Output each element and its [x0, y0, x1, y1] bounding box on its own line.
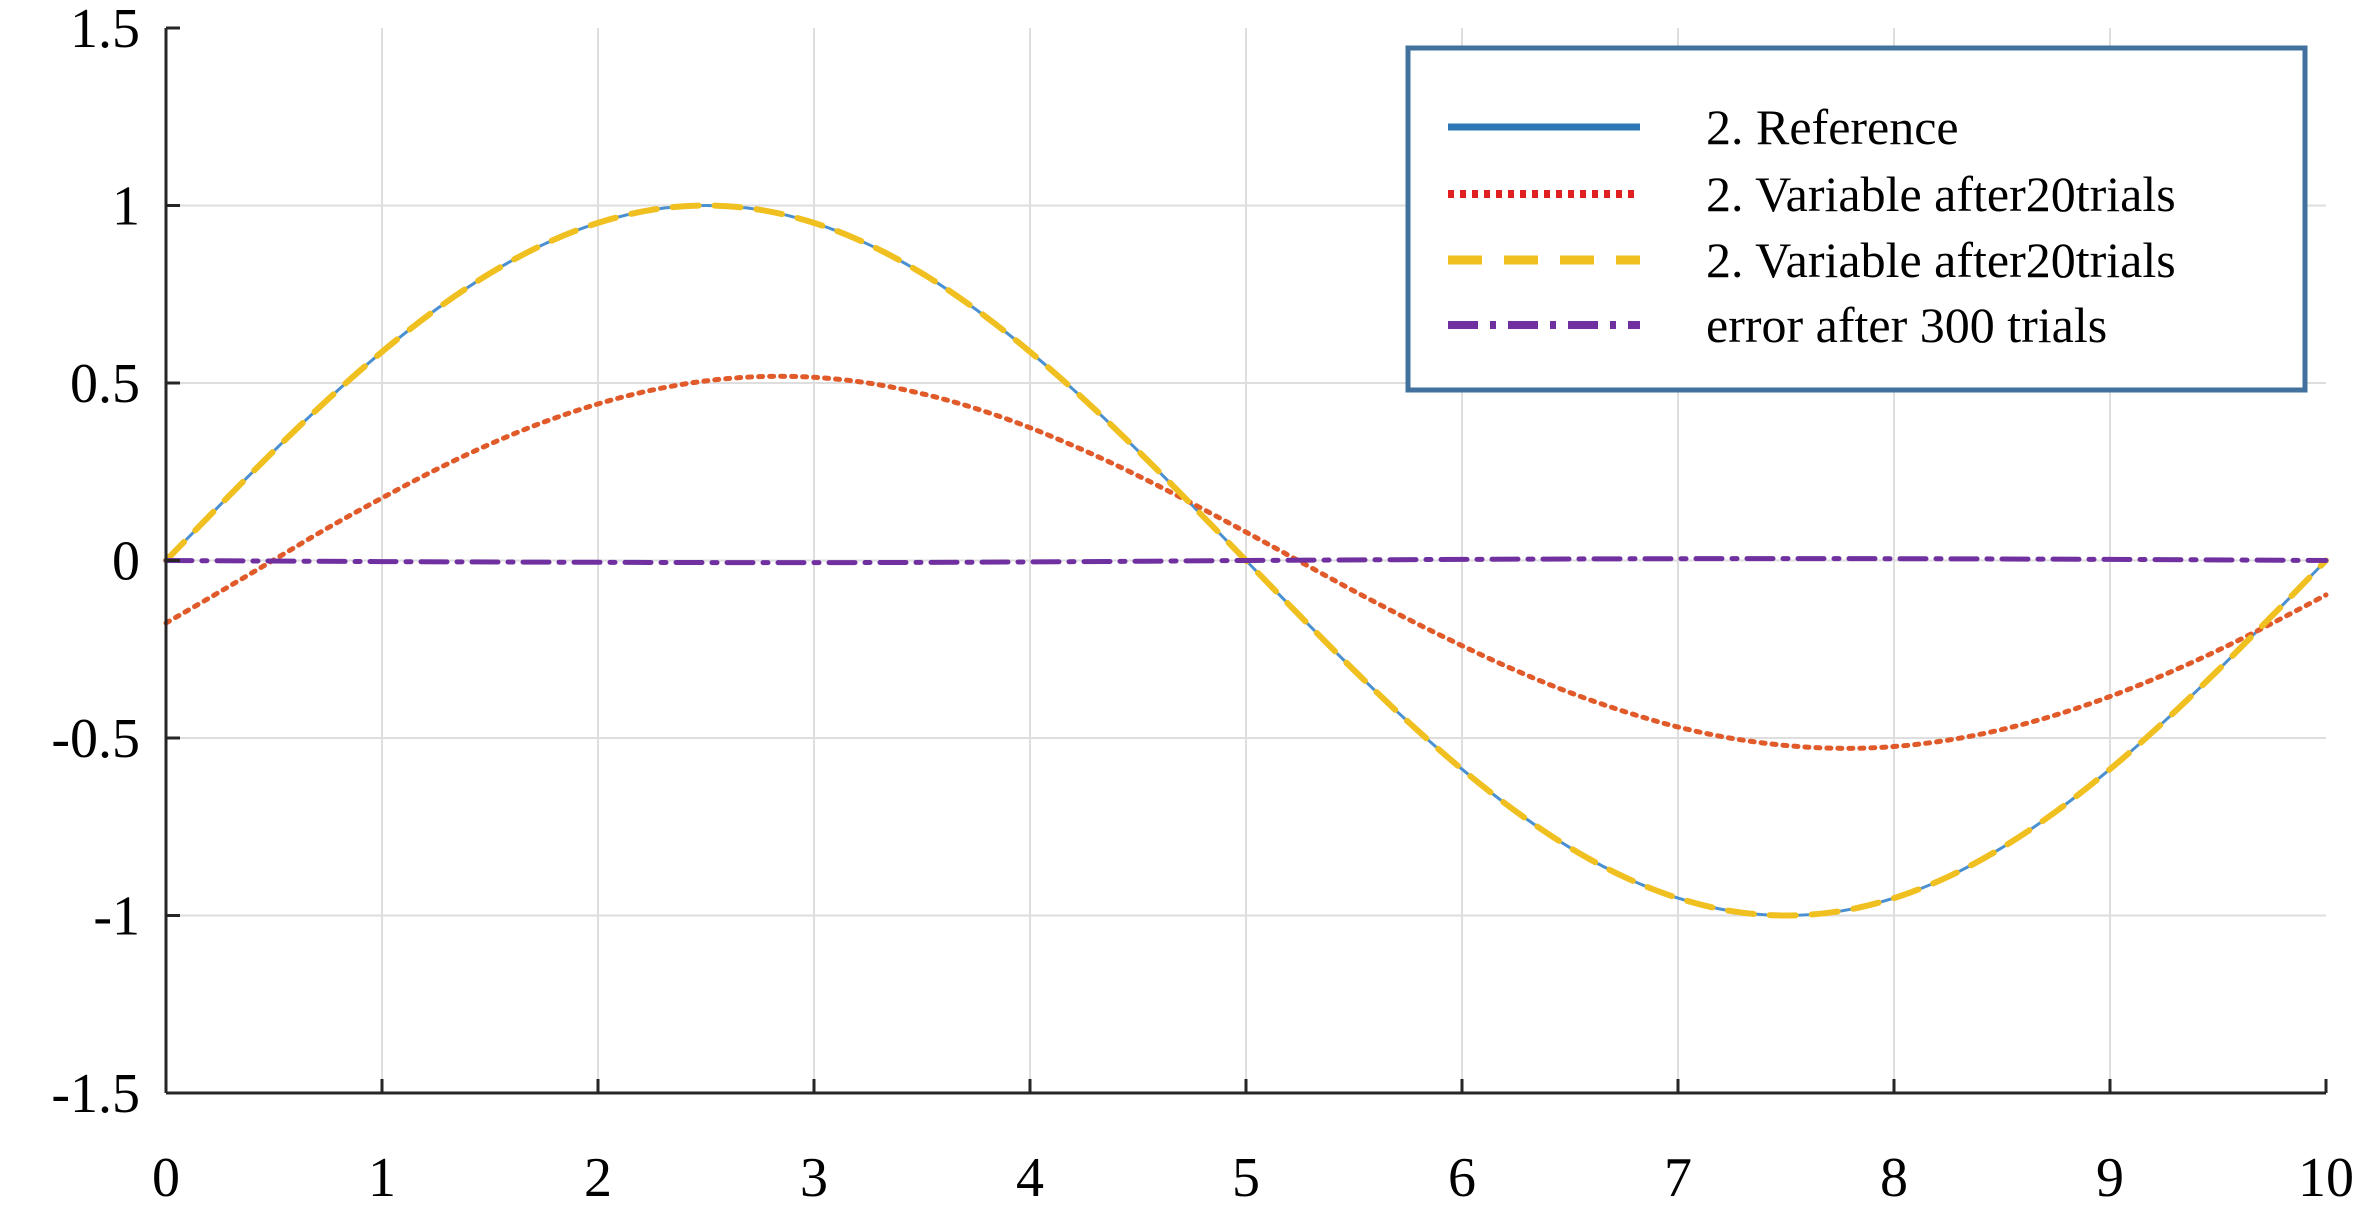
legend-box: [1405, 45, 2308, 393]
legend-label-3: error after 300 trials: [1706, 297, 2107, 353]
x-tick-label: 1: [368, 1147, 396, 1209]
x-tick-label: 6: [1448, 1147, 1476, 1209]
legend-label-2: 2. Variable after20trials: [1706, 232, 2176, 288]
series-lines: [163, 202, 2329, 919]
x-tick-label: 3: [800, 1147, 828, 1209]
legend-label-1: 2. Variable after20trials: [1706, 166, 2176, 222]
legend: 2. Reference 2. Variable after20trials 2. …: [1405, 45, 2308, 393]
y-tick-label: 0.5: [70, 353, 140, 415]
x-tick-label: 5: [1232, 1147, 1260, 1209]
y-tick-label: -1: [93, 886, 140, 948]
series-line-1: [163, 373, 2329, 751]
x-tick-label: 0: [152, 1147, 180, 1209]
legend-label-0: 2. Reference: [1706, 99, 1959, 155]
x-tick-label: 7: [1664, 1147, 1692, 1209]
y-tick-label: -1.5: [51, 1063, 140, 1125]
y-tick-label: 1.5: [70, 0, 140, 60]
x-tick-label: 4: [1016, 1147, 1044, 1209]
y-tick-label: -0.5: [51, 708, 140, 770]
x-tick-label: 8: [1880, 1147, 1908, 1209]
y-tick-label: 0: [112, 531, 140, 593]
tick-labels: 0 1 2 3 4 5 6 7 8 9 10 1.5 1 0.5 0 -0.5 -1 -1.5: [51, 0, 2354, 1209]
x-tick-label: 10: [2298, 1147, 2354, 1209]
axes: [164, 26, 2328, 1095]
series-line-3: [163, 556, 2329, 566]
x-tick-label: 9: [2096, 1147, 2124, 1209]
x-tick-label: 2: [584, 1147, 612, 1209]
y-tick-label: 1: [112, 176, 140, 238]
